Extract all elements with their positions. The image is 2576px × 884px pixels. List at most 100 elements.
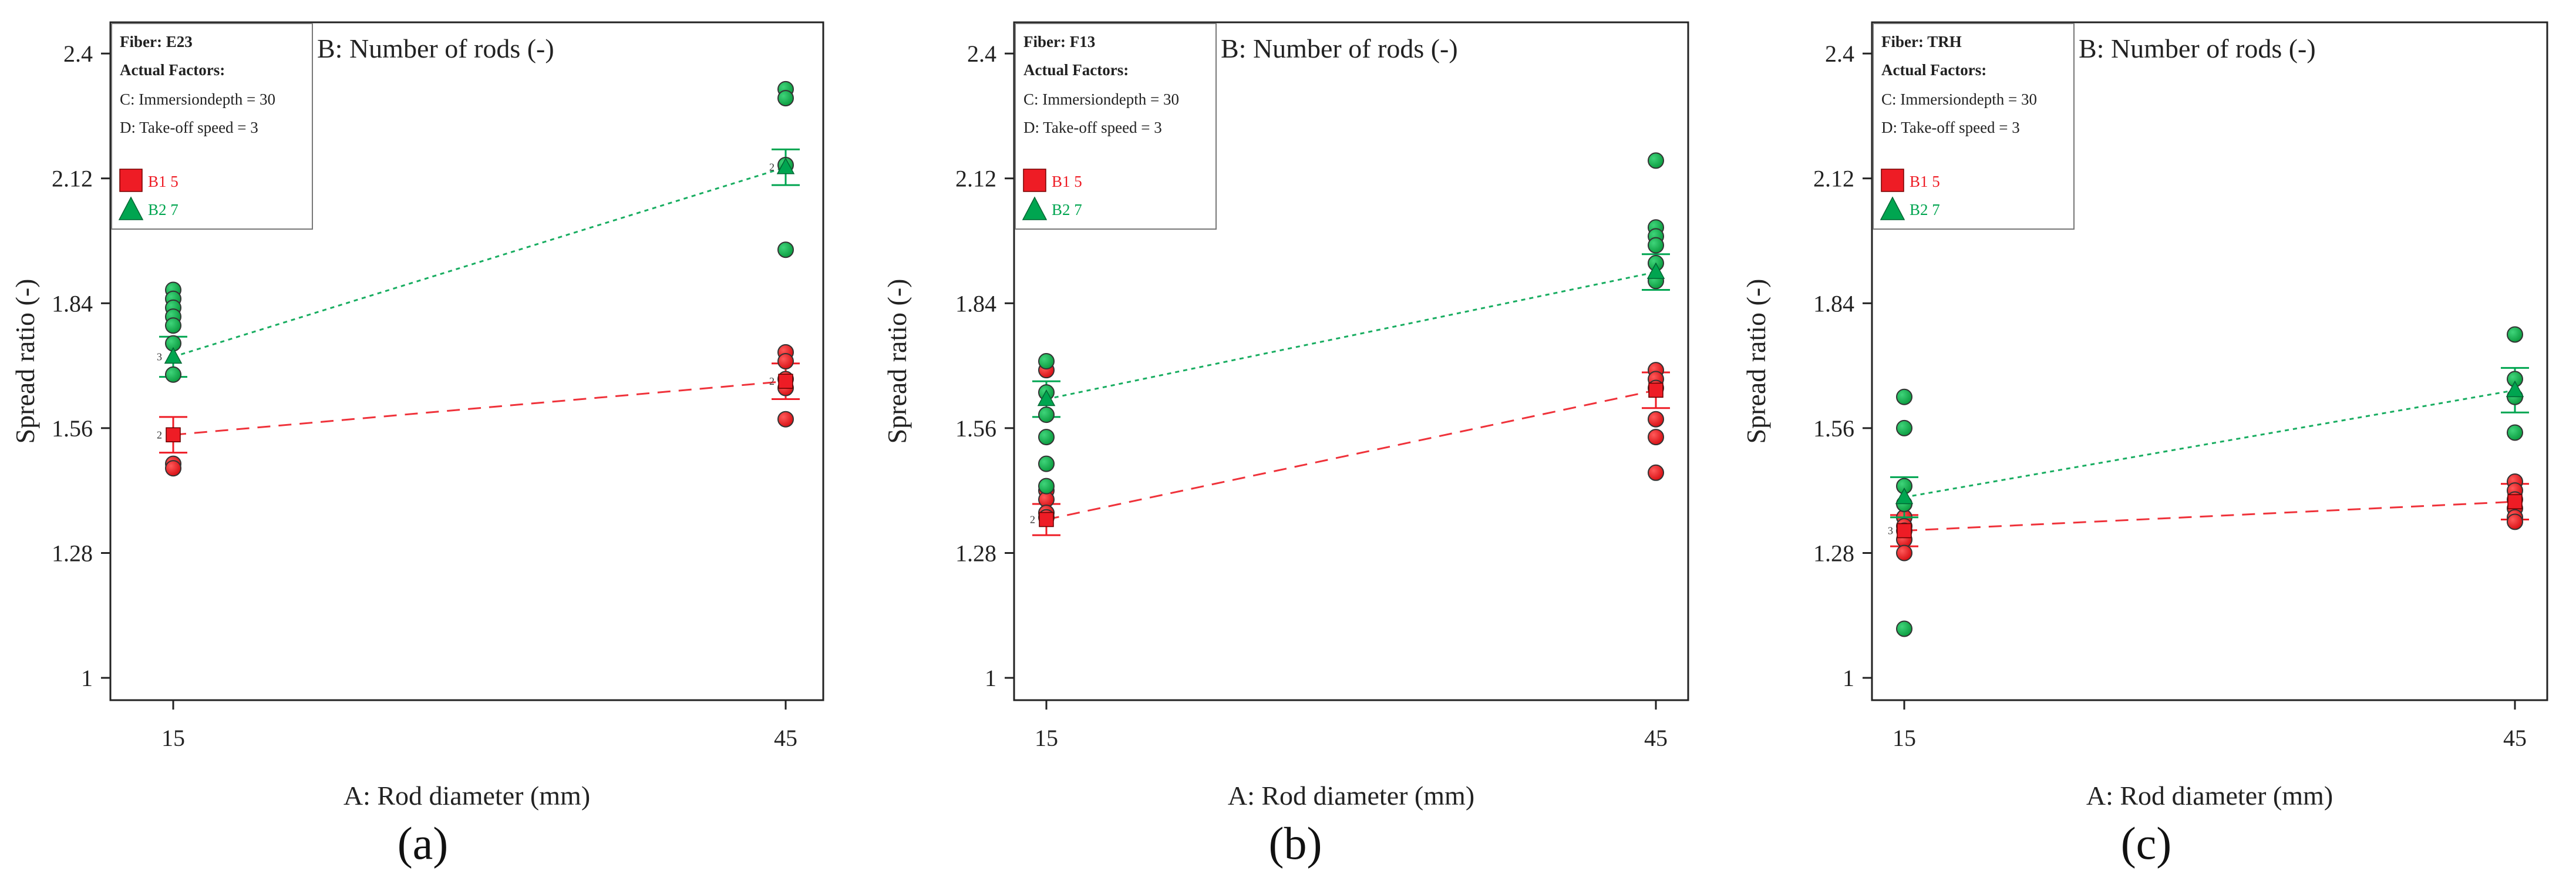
data-point <box>1896 544 1912 562</box>
data-point <box>1648 411 1664 428</box>
series-line-1 <box>1046 389 1656 520</box>
legend-entry: B2 7 <box>1910 201 1940 219</box>
y-axis-label: Spread ratio (-) <box>882 279 912 444</box>
mean-marker <box>1039 512 1054 527</box>
mean-marker <box>2506 380 2524 398</box>
chart-title: B: Number of rods (-) <box>2079 33 2316 63</box>
series-line-2 <box>1046 271 1656 401</box>
mean-marker <box>778 374 793 389</box>
legend-heading: Actual Factors: <box>1023 61 1129 79</box>
legend-factor: C: Immersiondepth = 30 <box>1881 90 2037 108</box>
mean-marker <box>164 347 183 364</box>
legend-factor: D: Take-off speed = 3 <box>120 119 258 136</box>
mean-marker <box>776 157 795 174</box>
legend-entry: B1 5 <box>1052 173 1082 190</box>
data-point <box>2507 513 2523 530</box>
y-tick-label: 1 <box>985 665 996 691</box>
legend-fiber: Fiber: F13 <box>1023 33 1095 51</box>
plot-frame <box>1013 21 1689 701</box>
data-point <box>165 366 181 383</box>
data-point <box>777 241 794 258</box>
legend-frame <box>1873 23 2075 230</box>
x-axis-label: A: Rod diameter (mm) <box>1228 781 1474 811</box>
legend-triangle-icon <box>118 196 144 220</box>
data-point <box>1038 353 1055 369</box>
legend-fiber: Fiber: TRH <box>1881 33 1962 51</box>
plot-frame <box>109 21 824 701</box>
legend-entry: B1 5 <box>1910 173 1940 190</box>
point-count-label: 3 <box>157 351 162 362</box>
chart-title: B: Number of rods (-) <box>1221 33 1458 63</box>
data-point <box>1896 419 1912 436</box>
y-tick-label: 2.4 <box>1825 41 1854 67</box>
y-tick-label: 2.12 <box>1813 166 1854 192</box>
panel-caption: (c) <box>2121 818 2172 869</box>
chart-panel-3: 1 1.28 1.56 1.84 2.12 2.4 15 45 A: Rod diameter … <box>1741 21 2548 869</box>
data-point <box>1038 478 1055 495</box>
x-tick-label: 15 <box>1035 725 1058 751</box>
data-point <box>165 317 181 334</box>
legend-triangle-icon <box>1880 196 1905 220</box>
legend-square-icon <box>1023 169 1046 192</box>
mean-marker <box>1895 487 1914 505</box>
mean-marker <box>2507 494 2523 509</box>
mean-marker <box>166 427 181 443</box>
data-point <box>2507 326 2523 343</box>
y-tick-label: 1.28 <box>1813 540 1854 566</box>
chart-title: B: Number of rods (-) <box>317 33 554 63</box>
x-tick-label: 45 <box>1644 725 1668 751</box>
x-tick-label: 45 <box>2503 725 2527 751</box>
y-tick-label: 2.12 <box>52 166 93 192</box>
y-tick-label: 2.4 <box>967 41 996 67</box>
point-count-label: 3 <box>1888 525 1893 537</box>
point-count-label: 2 <box>769 162 775 173</box>
legend-fiber: Fiber: E23 <box>120 33 193 51</box>
x-tick-label: 45 <box>774 725 797 751</box>
x-axis-label: A: Rod diameter (mm) <box>344 781 590 811</box>
panel-caption: (b) <box>1269 818 1322 869</box>
data-point <box>1038 455 1055 472</box>
data-point <box>777 90 794 107</box>
y-tick-label: 1.56 <box>52 415 93 442</box>
legend: Fiber: TRH Actual Factors: C: Immersiondep… <box>1873 23 2075 230</box>
legend-square-icon <box>1881 169 1904 192</box>
data-point <box>165 460 181 477</box>
legend: Fiber: E23 Actual Factors: C: Immersiondep… <box>111 23 313 230</box>
legend-entry: B2 7 <box>1052 201 1082 219</box>
data-point <box>1896 620 1912 637</box>
series-line-1 <box>1904 500 2516 532</box>
y-axis-label: Spread ratio (-) <box>10 279 40 444</box>
point-count-label: 2 <box>1030 514 1035 526</box>
legend-factor: D: Take-off speed = 3 <box>1881 119 2020 136</box>
y-tick-label: 1.56 <box>1813 415 1854 442</box>
legend-entry: B2 7 <box>148 201 179 219</box>
data-point <box>777 411 794 428</box>
legend-factor: C: Immersiondepth = 30 <box>120 90 275 108</box>
data-point <box>1038 406 1055 423</box>
legend-frame <box>1015 23 1217 230</box>
legend-factor: D: Take-off speed = 3 <box>1023 119 1162 136</box>
legend: Fiber: F13 Actual Factors: C: Immersiondep… <box>1015 23 1217 230</box>
data-point <box>2507 424 2523 441</box>
y-tick-label: 1.84 <box>52 290 93 317</box>
legend-heading: Actual Factors: <box>1881 61 1986 79</box>
plot-frame <box>1871 21 2548 701</box>
y-tick-label: 1.84 <box>955 290 996 317</box>
legend-frame <box>111 23 313 230</box>
y-tick-label: 1.84 <box>1813 290 1854 317</box>
y-tick-label: 1.28 <box>52 540 93 566</box>
mean-marker <box>1646 262 1665 279</box>
y-tick-label: 1 <box>1843 665 1854 691</box>
series-line-1 <box>173 380 786 436</box>
legend-square-icon <box>119 169 143 192</box>
data-point <box>777 353 794 369</box>
y-tick-label: 1.28 <box>955 540 996 566</box>
y-tick-label: 1.56 <box>955 415 996 442</box>
legend-heading: Actual Factors: <box>120 61 225 79</box>
mean-marker <box>1897 523 1912 539</box>
series-line-2 <box>1904 389 2516 499</box>
mean-marker <box>1648 382 1664 398</box>
legend-factor: C: Immersiondepth = 30 <box>1023 90 1179 108</box>
point-count-label: 2 <box>769 375 775 387</box>
